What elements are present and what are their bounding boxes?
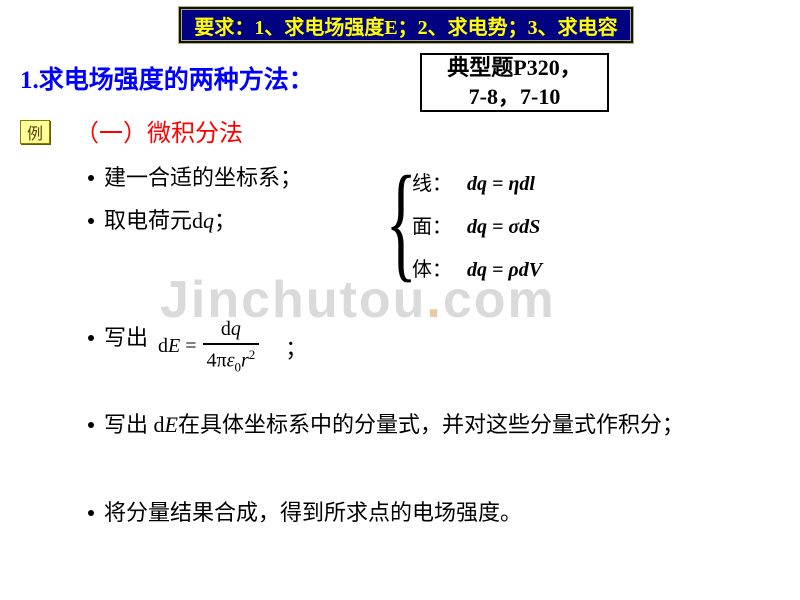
bullet-4: 写出 dE在具体坐标系中的分量式，并对这些分量式作积分； (88, 408, 703, 441)
bullet-3: 写出 (88, 320, 148, 352)
bullet-4-var: E (165, 412, 178, 437)
formula-denominator: 4πε0r2 (203, 345, 260, 376)
case-line: 线： dq = ηdl (412, 167, 535, 196)
main-title: 1.求电场强度的两种方法： (20, 60, 314, 96)
bullet-4-rest: 在具体坐标系中的分量式，并对这些分量式作积分； (178, 412, 684, 437)
case-line-eq: dq = ηdl (467, 173, 535, 195)
method-subtitle: （一）微积分法 (75, 113, 243, 148)
bullet-2: 取电荷元dq； (88, 203, 236, 235)
formula-dE: dE = (158, 335, 197, 358)
case-line-label: 线： (412, 173, 452, 195)
bullet-3-pre: 写出 (104, 325, 148, 350)
requirements-banner: 要求：1、求电场强度E；2、求电势；3、求电容 (178, 6, 634, 44)
bullet-2-var: q (203, 208, 214, 233)
bullet-4-pre: 写出 d (104, 412, 165, 437)
bullet-dot-icon (88, 510, 94, 516)
bullet-dot-icon (88, 175, 94, 181)
formula-numerator: dq (217, 318, 245, 343)
formula-semicolon: ； (285, 331, 307, 363)
bullet-2-pre: 取电荷元d (104, 208, 203, 233)
formula-fraction: dq 4πε0r2 (203, 318, 260, 375)
bullet-1-text: 建一合适的坐标系； (104, 165, 302, 190)
bullet-5-text: 将分量结果合成，得到所求点的电场强度。 (104, 500, 522, 525)
case-volume-label: 体： (412, 259, 452, 281)
reference-line-1: 典型题P320， (447, 54, 581, 83)
case-surface-eq: dq = σdS (467, 216, 540, 238)
bullet-dot-icon (88, 335, 94, 341)
bullet-1: 建一合适的坐标系； (88, 160, 302, 192)
case-surface: 面： dq = σdS (412, 210, 540, 239)
example-badge: 例 (20, 120, 50, 144)
bullet-dot-icon (88, 422, 94, 428)
requirements-text: 要求：1、求电场强度E；2、求电势；3、求电容 (194, 11, 617, 40)
case-volume-eq: dq = ρdV (467, 259, 542, 281)
field-formula: dE = dq 4πε0r2 ； (158, 318, 307, 375)
case-surface-label: 面： (412, 216, 452, 238)
bullet-2-post: ； (214, 208, 236, 233)
reference-box: 典型题P320， 7-8，7-10 (420, 53, 609, 112)
reference-line-2: 7-8，7-10 (469, 83, 561, 112)
case-volume: 体： dq = ρdV (412, 253, 542, 282)
bullet-dot-icon (88, 218, 94, 224)
bullet-5: 将分量结果合成，得到所求点的电场强度。 (88, 495, 522, 527)
